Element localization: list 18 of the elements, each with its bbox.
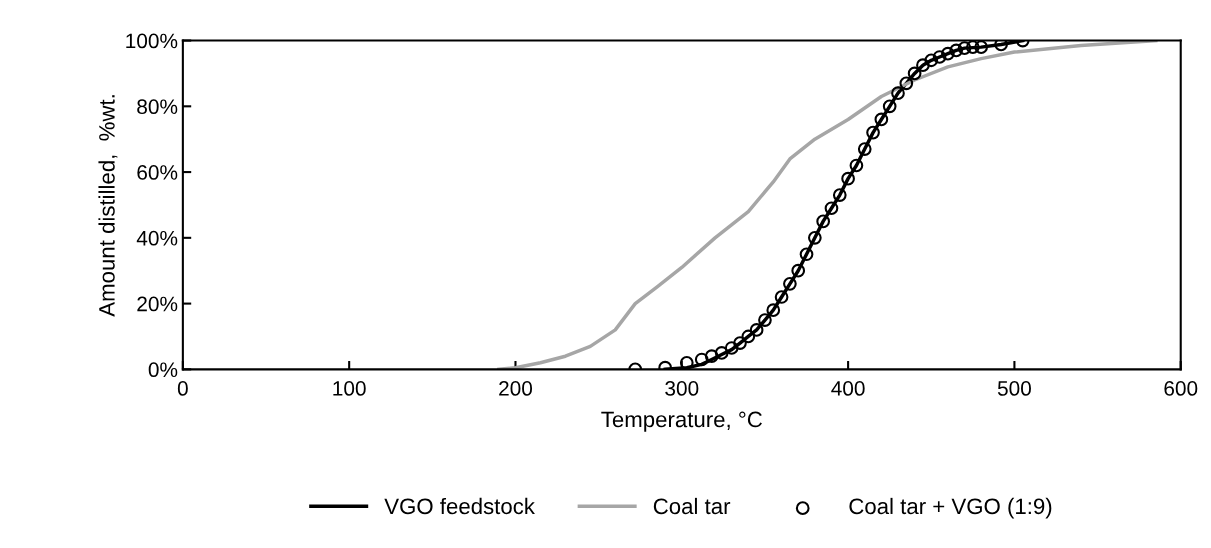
x-axis-title: Temperature, °C [601,411,762,432]
x-tick-label: 400 [831,381,865,396]
y-tick-label: 20% [137,296,178,312]
y-tick-label: 0% [148,362,178,378]
legend-label: Coal tar + VGO (1:9) [849,497,1052,519]
legend-label: VGO feedstock [384,497,535,515]
x-tick-label: 300 [665,381,699,396]
y-tick-label: 40% [136,230,178,246]
x-tick-label: 200 [499,381,533,396]
y-tick-label: 60% [137,165,178,180]
y-axis-title: Amount distilled, %wt. [98,95,118,317]
legend-label: Coal tar [653,497,731,515]
y-tick-label: 100% [126,33,178,49]
x-tick-label: 100 [333,381,366,396]
x-tick-label: 600 [1164,381,1198,396]
x-tick-label: 500 [997,381,1031,396]
y-tick-label: 80% [137,99,178,115]
x-tick-label: 0 [177,381,188,396]
